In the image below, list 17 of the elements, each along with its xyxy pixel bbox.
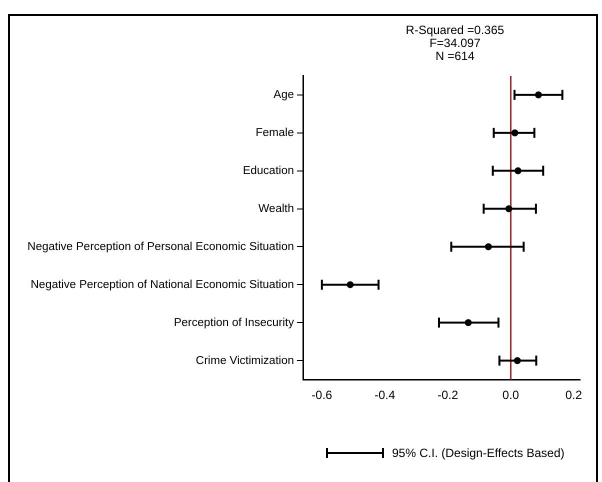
x-tick-label: 0.0: [502, 388, 520, 402]
y-tick-label: Education: [242, 164, 294, 177]
x-tick-label: -0.6: [312, 388, 333, 402]
x-tick-label: -0.2: [437, 388, 458, 402]
text: F=34.097: [429, 36, 482, 50]
text: N =614: [434, 49, 476, 63]
y-tick-label: Crime Victimization: [196, 354, 294, 367]
y-tick-label: Wealth: [258, 202, 294, 215]
y-tick-label: Female: [256, 127, 294, 140]
text: R-Squared =0.365: [404, 23, 506, 37]
text: 95% C.I. (Design-Effects Based): [392, 446, 565, 460]
x-tick-label: 0.2: [565, 388, 582, 402]
y-tick-label: Negative Perception of Personal Economic Situation: [27, 240, 294, 253]
y-tick-label: Negative Perception of National Economic Situation: [30, 278, 294, 291]
y-tick-label: Age: [274, 89, 294, 102]
x-tick-label: -0.4: [374, 388, 396, 402]
y-tick-label: Perception of Insecurity: [174, 316, 294, 329]
